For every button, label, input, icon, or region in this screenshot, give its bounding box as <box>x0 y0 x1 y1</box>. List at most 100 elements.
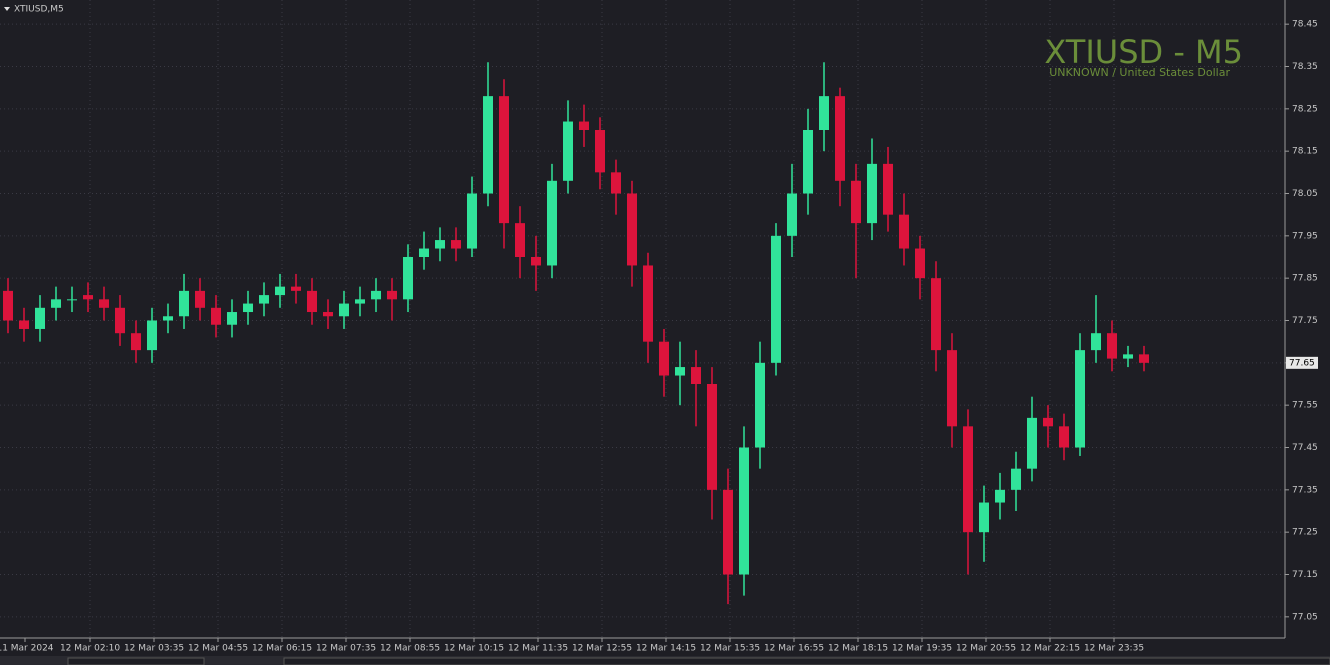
candle-body <box>1059 426 1069 448</box>
y-tick-label: 78.35 <box>1292 62 1318 72</box>
tab[interactable] <box>67 657 205 665</box>
candle-body <box>275 286 285 296</box>
candle-body <box>19 320 29 329</box>
candle-body <box>643 265 653 342</box>
y-tick-label: 78.15 <box>1292 147 1318 157</box>
candle-body <box>1139 354 1149 363</box>
candle-body <box>675 367 685 376</box>
x-tick-label: 12 Mar 07:35 <box>316 644 376 654</box>
menu-arrow[interactable] <box>4 7 10 11</box>
candles <box>3 62 1149 605</box>
candle-body <box>419 248 429 257</box>
x-tick-label: 12 Mar 19:35 <box>892 644 952 654</box>
x-tick-label: 12 Mar 11:35 <box>508 644 568 654</box>
candle-body <box>979 502 989 533</box>
candle-body <box>707 384 717 490</box>
candle-body <box>547 180 557 266</box>
y-tick-label: 78.45 <box>1292 20 1318 30</box>
candle-body <box>835 96 845 181</box>
y-tick-label: 77.05 <box>1292 612 1318 622</box>
candle-body <box>355 299 365 304</box>
y-tick-label: 77.15 <box>1292 570 1318 580</box>
candle-body <box>883 163 893 215</box>
candle-body <box>339 303 349 317</box>
y-tick-label: 77.25 <box>1292 528 1318 538</box>
x-tick-label: 12 Mar 16:55 <box>764 644 824 654</box>
candle-body <box>931 278 941 351</box>
candle-body <box>51 299 61 308</box>
candle-body <box>851 180 861 224</box>
y-tick-label: 77.35 <box>1292 485 1318 495</box>
x-tick-label: 12 Mar 14:15 <box>636 644 696 654</box>
candle-body <box>227 312 237 325</box>
candle-body <box>1075 350 1085 448</box>
y-tick-label: 77.85 <box>1292 274 1318 284</box>
candle-body <box>739 447 749 575</box>
x-tick-label: 12 Mar 02:10 <box>60 644 120 654</box>
candle-body <box>947 350 957 427</box>
y-tick-label: 78.05 <box>1292 189 1318 199</box>
candle-body <box>115 307 125 334</box>
candle-body <box>99 299 109 308</box>
candle-body <box>1107 333 1117 359</box>
candle-body <box>867 163 877 224</box>
y-tick-label: 77.75 <box>1292 316 1318 326</box>
candle-body <box>515 223 525 257</box>
candle-body <box>243 303 253 313</box>
axes: 77.05 77.15 77.25 77.35 77.45 77.55 77.65 77.75… <box>0 20 1318 654</box>
candle-body <box>371 290 381 300</box>
x-tick-label: 12 Mar 03:35 <box>124 644 184 654</box>
x-tick-label: 12 Mar 12:55 <box>572 644 632 654</box>
candle-body <box>1123 354 1133 359</box>
candle-body <box>691 367 701 384</box>
candle-body <box>771 235 781 363</box>
watermark-title: XTIUSD - M5 <box>1044 33 1243 71</box>
y-tick-label: 77.95 <box>1292 231 1318 241</box>
x-tick-label: 12 Mar 15:35 <box>700 644 760 654</box>
candle-body <box>1043 417 1053 427</box>
candle-body <box>595 130 605 173</box>
x-tick-label: 12 Mar 10:15 <box>444 644 504 654</box>
candle-body <box>563 121 573 181</box>
candle-body <box>323 312 333 317</box>
candle-body <box>403 257 413 300</box>
candle-body <box>387 290 397 300</box>
candle-body <box>179 290 189 317</box>
candle-body <box>291 286 301 291</box>
y-tick-label: 78.25 <box>1292 104 1318 114</box>
candle-body <box>483 96 493 194</box>
candle-body <box>899 214 909 249</box>
candle-body <box>1011 468 1021 490</box>
candle-body <box>995 489 1005 503</box>
x-tick-label: 12 Mar 06:15 <box>252 644 312 654</box>
y-tick-label: 77.55 <box>1292 401 1318 411</box>
candle-body <box>83 295 93 300</box>
candle-body <box>163 316 173 321</box>
x-tick-label: 11 Mar 2024 <box>0 644 54 654</box>
candle-body <box>67 299 77 301</box>
candle-body <box>35 307 45 329</box>
candle-body <box>579 121 589 130</box>
candle-body <box>3 290 13 321</box>
candle-body <box>915 248 925 279</box>
candle-body <box>803 130 813 194</box>
current-price-box <box>1286 356 1318 369</box>
candle-body <box>723 489 733 575</box>
candle-body <box>659 341 669 376</box>
candle-body <box>1027 417 1037 469</box>
scrollbar[interactable] <box>283 657 1330 665</box>
candle-body <box>531 257 541 266</box>
candle-body <box>259 295 269 304</box>
candle-body <box>963 426 973 533</box>
candle-body <box>755 362 765 448</box>
x-tick-label: 12 Mar 20:55 <box>956 644 1016 654</box>
candle-body <box>451 240 461 249</box>
x-tick-label: 12 Mar 18:15 <box>828 644 888 654</box>
candle-body <box>611 172 621 194</box>
y-tick-label: 77.45 <box>1292 443 1318 453</box>
candle-body <box>307 290 317 313</box>
candle-body <box>211 307 221 325</box>
candle-body <box>787 193 797 236</box>
candle-body <box>195 290 205 308</box>
